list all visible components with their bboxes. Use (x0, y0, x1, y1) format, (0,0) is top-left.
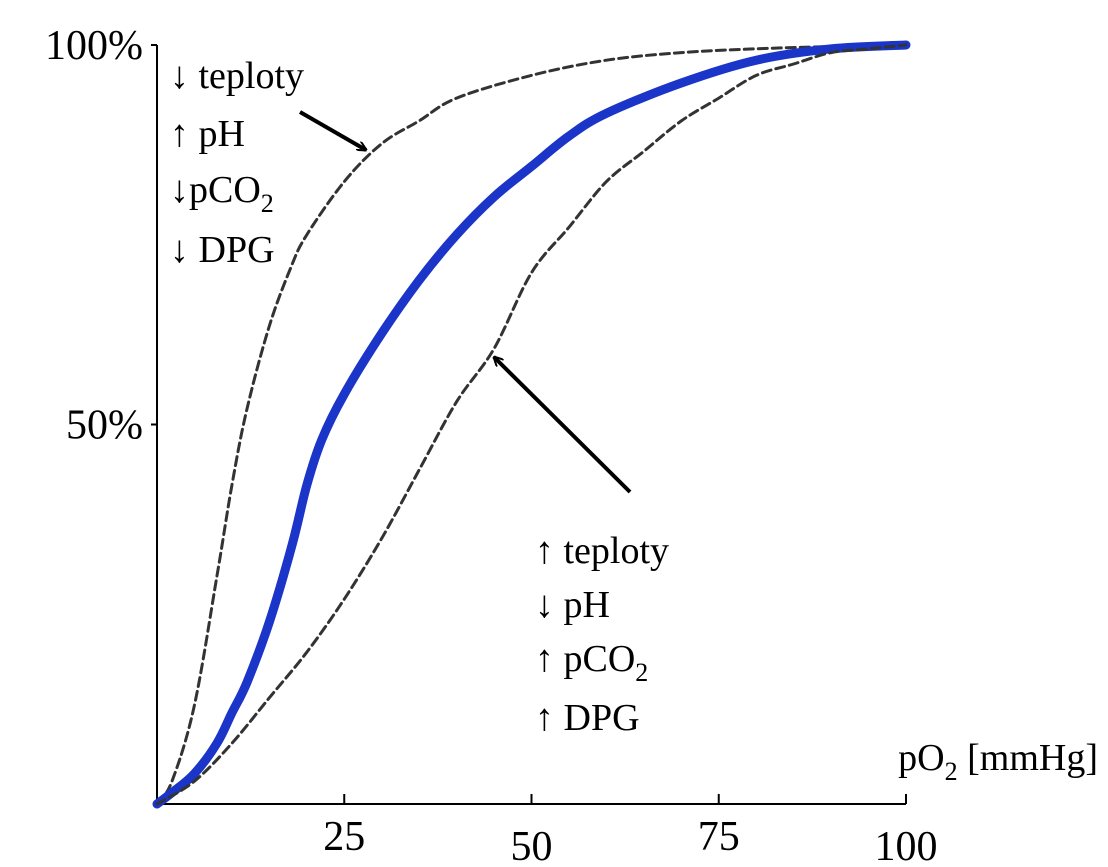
annotation-right-line: ↑ pCO2 (535, 638, 648, 687)
x-axis-label: pO2 [mmHg] (898, 737, 1098, 786)
curve-left-shift (155, 43, 908, 806)
curves (152, 40, 911, 809)
annotation-right-line: ↓ pH (535, 584, 610, 626)
axis-ticks: 25 50 75 100 50% 100% (45, 23, 938, 867)
annotation-left-line: ↓ teploty (170, 55, 304, 97)
x-tick-label: 25 (323, 814, 365, 860)
annotation-left-line: ↓pCO2 (170, 169, 274, 218)
annotation-left-shift: ↓ teploty ↑ pH ↓pCO2 ↓ DPG (170, 55, 304, 271)
y-tick-label: 100% (45, 23, 143, 69)
annotation-right-shift: ↑ teploty ↓ pH ↑ pCO2 ↑ DPG (535, 530, 669, 739)
annotation-right-line: ↑ teploty (535, 530, 669, 572)
curve-right-shift (155, 43, 908, 806)
x-tick-label: 75 (698, 814, 740, 860)
x-tick-label: 50 (511, 824, 553, 867)
annotation-left-line: ↑ pH (170, 113, 245, 155)
annotation-left-line: ↓ DPG (170, 229, 275, 271)
curve-normal (152, 40, 911, 809)
annotation-right-line: ↑ DPG (535, 697, 640, 739)
arrow-left-shift (299, 110, 366, 152)
y-tick-label: 50% (66, 403, 143, 449)
arrow-right-shift (494, 357, 632, 494)
x-tick-label: 100 (875, 824, 938, 867)
